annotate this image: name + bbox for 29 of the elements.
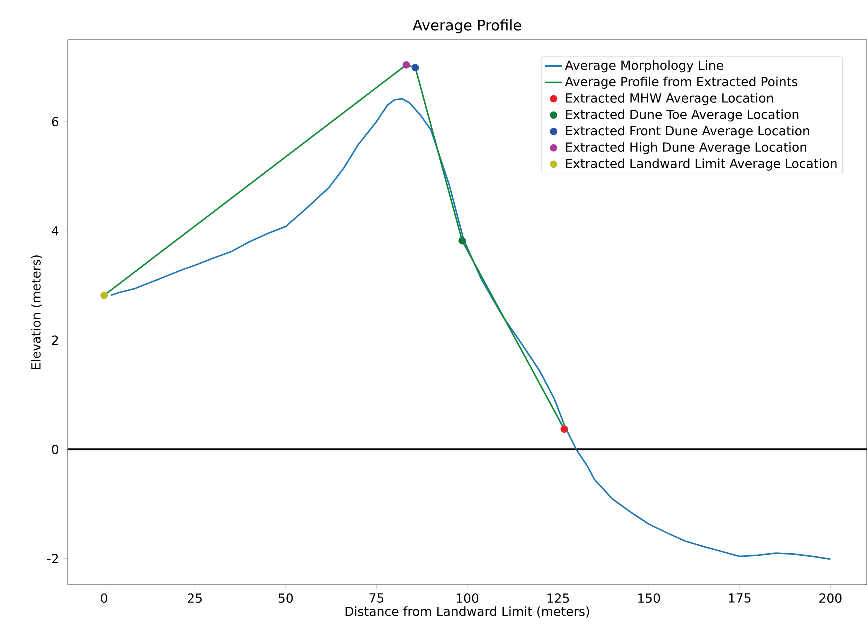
x-tick-label: 150	[638, 594, 660, 604]
y-tick-label: 0	[52, 444, 59, 454]
y-tick-label: -2	[48, 554, 58, 564]
legend-label: Average Profile from Extracted Points	[565, 76, 798, 90]
legend-label: Extracted Dune Toe Average Location	[566, 110, 799, 122]
legend-label: Average Morphology Line	[565, 60, 724, 73]
legend-label: Extracted MHW Average Location	[566, 93, 774, 106]
legend-label: Extracted High Dune Average Location	[566, 142, 806, 155]
x-tick-label: 175	[729, 594, 751, 603]
point	[560, 426, 568, 434]
y-axis-title: Elevation (meters)	[31, 256, 42, 370]
y-tick-label: 4	[52, 226, 59, 236]
x-tick-label: 75	[370, 594, 384, 603]
y-tick-label: 2	[52, 336, 58, 345]
x-tick-label: 200	[820, 594, 842, 604]
x-tick-label: 50	[278, 594, 294, 604]
x-tick-label: 125	[548, 594, 570, 604]
y-tick-label: 6	[52, 117, 59, 127]
x-tick-label: 100	[456, 594, 479, 604]
point	[402, 61, 410, 69]
point	[100, 292, 108, 300]
legend-label: Extracted Front Dune Average Location	[566, 126, 810, 138]
point	[412, 64, 420, 72]
chart-title: Average Profile	[412, 20, 522, 34]
point	[458, 237, 466, 245]
x-tick-label: 25	[188, 594, 202, 604]
x-tick-label: 0	[101, 594, 108, 604]
legend-label: Extracted Landward Limit Average Location	[566, 158, 837, 171]
x-axis-title: Distance from Landward Limit (meters)	[346, 606, 590, 618]
